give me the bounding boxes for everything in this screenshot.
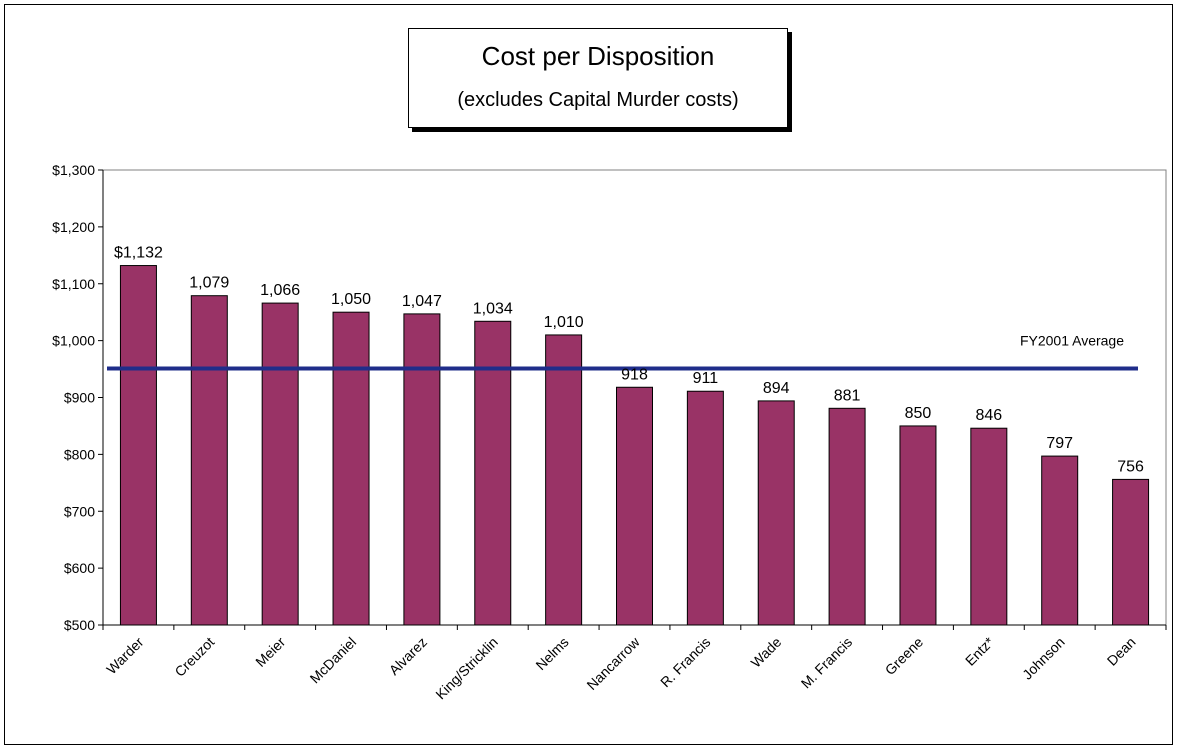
bar (1041, 455, 1079, 626)
data-label: 918 (621, 366, 648, 383)
data-label: 1,010 (544, 314, 584, 331)
data-label: 881 (834, 387, 861, 404)
x-tick-label: Nelms (532, 634, 571, 673)
data-label: 1,050 (331, 291, 371, 308)
bar (545, 334, 583, 626)
bar (261, 302, 299, 626)
chart-frame (4, 4, 1173, 745)
chart-title-box: Cost per Disposition (excludes Capital M… (408, 28, 788, 128)
average-line-label: FY2001 Average (1020, 332, 1124, 348)
y-tick-label: $1,100 (52, 276, 95, 292)
y-tick-label: $1,300 (52, 162, 95, 178)
data-label: 1,066 (260, 282, 300, 299)
data-label: 797 (1046, 435, 1073, 452)
bar (474, 320, 512, 626)
bar (828, 407, 866, 626)
data-label: $1,132 (114, 245, 163, 262)
x-tick-label: Wade (748, 634, 785, 671)
x-tick-label: Johnson (1019, 634, 1068, 683)
x-tick-label: McDaniel (307, 634, 360, 687)
x-tick-label: Greene (882, 634, 926, 678)
bar (1112, 478, 1150, 626)
y-tick-label: $900 (64, 390, 95, 406)
data-label: 1,079 (189, 275, 229, 292)
y-tick-label: $800 (64, 446, 95, 462)
x-tick-label: Dean (1104, 634, 1139, 669)
bar (970, 427, 1008, 626)
data-label: 911 (693, 370, 719, 387)
data-label: 850 (905, 405, 932, 422)
x-tick-label: M. Francis (798, 634, 856, 692)
x-tick-label: Warder (103, 634, 147, 678)
y-tick-label: $700 (64, 503, 95, 519)
chart-subtitle: (excludes Capital Murder costs) (457, 89, 739, 111)
data-label: 1,047 (402, 293, 442, 310)
data-label: 894 (763, 380, 790, 397)
bar (403, 313, 441, 626)
x-tick-label: R. Francis (657, 634, 713, 690)
data-label: 756 (1117, 458, 1144, 475)
data-label: 1,034 (473, 300, 513, 317)
bar (190, 295, 228, 626)
y-tick-label: $500 (64, 617, 95, 633)
x-tick-label: Creuzot (171, 634, 217, 680)
bar (899, 425, 937, 626)
x-tick-label: Alvarez (386, 634, 430, 678)
y-tick-label: $1,200 (52, 219, 95, 235)
bar (332, 311, 370, 626)
data-label: 846 (975, 407, 1002, 424)
x-tick-label: Nancarrow (583, 633, 643, 693)
bar (757, 400, 795, 626)
x-tick-label: Meier (252, 634, 288, 670)
bar (686, 390, 724, 626)
x-tick-label: Entz* (962, 633, 997, 668)
bar (616, 386, 653, 626)
bar (119, 265, 157, 626)
y-tick-label: $600 (64, 560, 95, 576)
x-tick-label: King/Stricklin (432, 634, 501, 703)
chart-title: Cost per Disposition (481, 41, 715, 71)
y-tick-label: $1,000 (52, 333, 95, 349)
